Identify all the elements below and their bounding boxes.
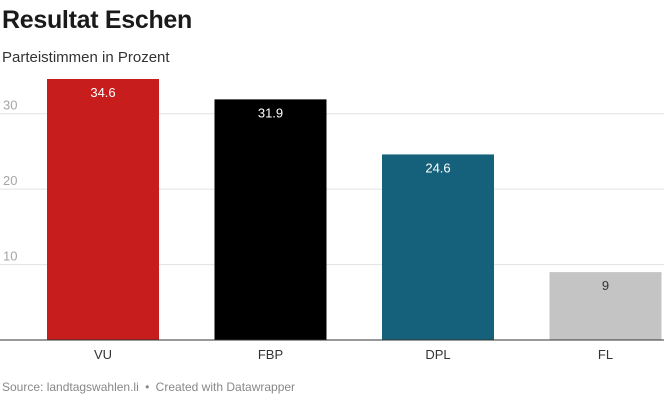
separator: • bbox=[145, 380, 150, 394]
footer-credits: Source: landtagswahlen.li • Created with… bbox=[2, 380, 295, 394]
y-tick-label: 30 bbox=[3, 98, 17, 113]
x-tick-label-fl: FL bbox=[598, 347, 613, 362]
data-label-vu: 34.6 bbox=[90, 85, 115, 100]
source-text: Source: landtagswahlen.li bbox=[2, 380, 139, 394]
data-label-dpl: 24.6 bbox=[425, 160, 450, 175]
bars: 34.6 31.9 24.6 9 bbox=[47, 79, 662, 340]
x-axis: VU FBP DPL FL bbox=[0, 339, 664, 362]
data-label-fl: 9 bbox=[602, 278, 609, 293]
x-tick-label-vu: VU bbox=[94, 347, 112, 362]
bar-fbp bbox=[214, 99, 327, 340]
y-tick-label: 10 bbox=[3, 249, 17, 264]
credit-text: Created with Datawrapper bbox=[155, 380, 296, 394]
x-tick-label-fbp: FBP bbox=[258, 347, 283, 362]
x-tick-label-dpl: DPL bbox=[425, 347, 450, 362]
bar-chart: 10 20 30 34.6 31.9 24.6 9 VU FBP DPL FL bbox=[0, 79, 664, 362]
chart-title: Resultat Eschen bbox=[2, 6, 193, 34]
data-label-fbp: 31.9 bbox=[258, 105, 283, 120]
bar-fl bbox=[549, 272, 662, 340]
bar-dpl bbox=[382, 154, 494, 340]
chart-subtitle: Parteistimmen in Prozent bbox=[2, 49, 170, 66]
bar-vu bbox=[47, 79, 159, 340]
y-tick-label: 20 bbox=[3, 173, 17, 188]
